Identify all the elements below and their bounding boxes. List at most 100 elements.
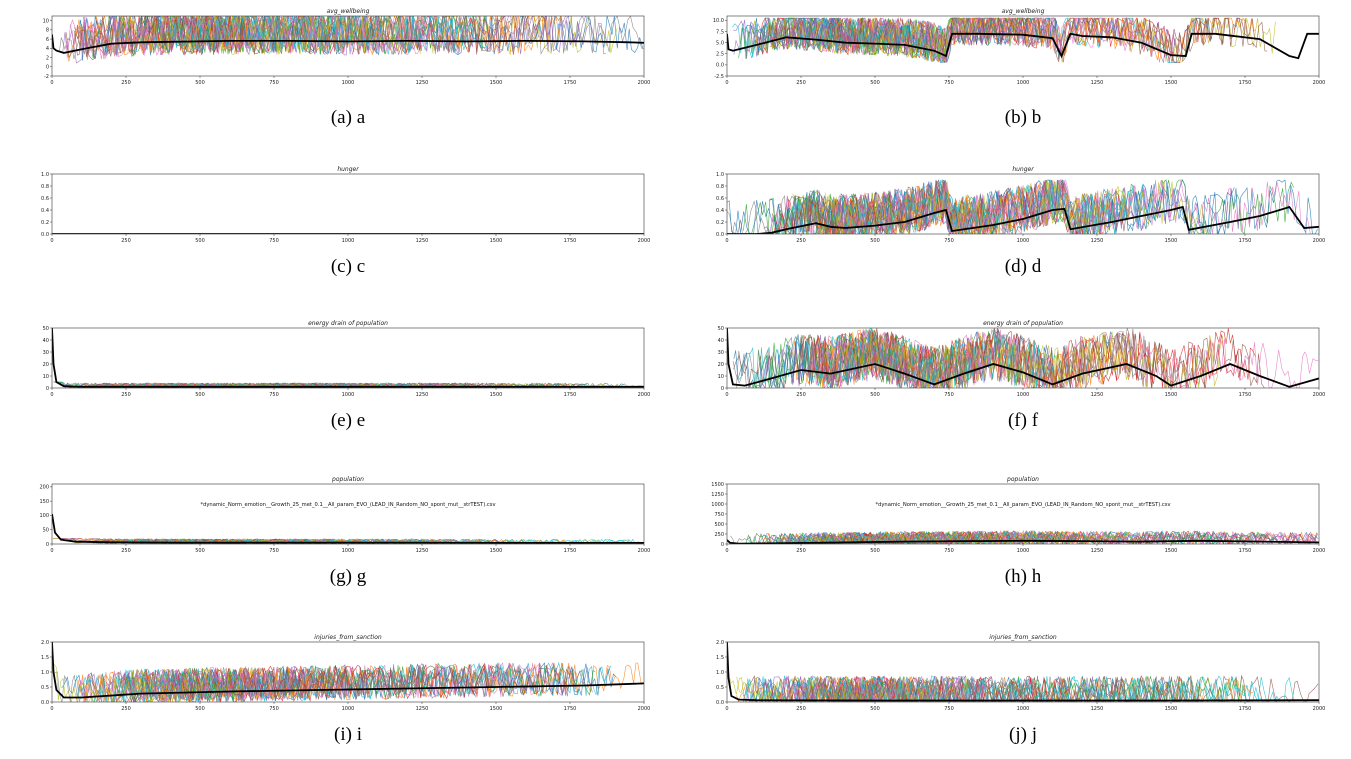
agent-line [798,675,1190,702]
chart-title: hunger [1012,166,1034,173]
x-tick-label: 0 [50,706,53,712]
y-tick-label: 50 [43,528,49,534]
agent-line [733,17,1176,63]
y-tick-label: 0.8 [716,184,724,190]
x-tick-label: 1750 [1239,548,1252,554]
mean-line [52,642,644,699]
x-tick-label: 1000 [342,80,355,86]
chart-annotation: *dynamic_Norm_emotion__Growth_25_met_0.1… [875,502,1170,508]
x-tick-label: 1750 [1239,706,1252,712]
x-tick-label: 1000 [1017,392,1030,398]
agent-line [764,17,1176,62]
chart-annotation: *dynamic_Norm_emotion__Growth_25_met_0.1… [200,502,495,508]
x-tick-label: 1250 [416,238,429,244]
x-tick-label: 1000 [342,392,355,398]
x-tick-label: 1250 [416,706,429,712]
caption-f: (f) f [1007,410,1039,431]
y-tick-label: 5.0 [716,40,724,46]
y-tick-label: 1500 [711,482,724,488]
y-tick-label: 1.5 [716,655,724,661]
agent-line [784,187,917,234]
plot-frame [51,483,645,545]
x-tick-label: 1250 [1091,392,1104,398]
x-tick-label: 0 [725,548,728,554]
mean-line [52,328,644,388]
agent-line [109,669,237,702]
y-tick-label: 40 [43,338,49,344]
x-tick-label: 2000 [638,392,650,398]
x-tick-label: 500 [870,392,880,398]
chart-f: energy drain of population 0 250 500 750 1000… [718,320,1325,398]
x-tick-label: 0 [725,392,728,398]
agent-series [732,17,1276,64]
x-tick-label: 1500 [490,80,503,86]
x-tick-label: 1250 [1091,548,1104,554]
chart-j: injuries_from_sanction 0 250 500 750 1000 1250… [716,634,1325,712]
x-tick-label: 500 [870,238,880,244]
x-tick-label: 750 [269,80,279,86]
y-tick-label: 0.0 [716,700,724,706]
x-tick-label: 1750 [1239,238,1252,244]
x-tick-label: 2000 [638,548,650,554]
y-tick-label: 0.2 [716,220,724,226]
x-tick-label: 1250 [1091,706,1104,712]
y-tick-label: 0.0 [716,63,724,69]
y-tick-label: 8 [46,28,49,34]
y-tick-label: 1000 [711,502,724,508]
y-tick-label: 100 [39,513,49,519]
x-tick-label: 2000 [638,80,650,86]
mean-line [727,539,1319,544]
x-tick-label: 0 [50,80,53,86]
x-tick-label: 1500 [1165,706,1178,712]
y-tick-label: 20 [43,362,49,368]
agent-line [166,662,523,702]
x-tick-label: 500 [870,706,880,712]
y-tick-label: 1250 [711,492,724,498]
agent-line [727,179,1229,234]
plot-frame [51,327,645,389]
caption-h: (h) h [1004,566,1042,587]
agent-line [824,180,1131,234]
x-tick-label: 2000 [638,238,650,244]
y-tick-label: 2 [46,55,49,61]
agent-series [52,661,642,702]
x-tick-label: 500 [870,548,880,554]
x-tick-label: 250 [796,392,806,398]
y-tick-label: 10.0 [713,18,724,24]
caption-c: (c) c [330,256,366,277]
x-tick-label: 750 [944,392,954,398]
x-tick-label: 500 [195,706,205,712]
y-tick-label: 0 [721,542,724,548]
x-tick-label: 0 [50,548,53,554]
x-tick-label: 1750 [564,392,577,398]
x-tick-label: 750 [944,706,954,712]
y-tick-label: 1.0 [41,172,49,178]
y-tick-label: 10 [43,374,49,380]
x-tick-label: 0 [725,238,728,244]
x-tick-label: 750 [269,548,279,554]
chart-title: energy drain of population [983,320,1063,327]
agent-line [77,666,283,702]
y-tick-label: -2.5 [714,74,724,80]
x-tick-label: 750 [269,392,279,398]
agent-line [798,328,1138,388]
y-tick-label: 20 [718,362,724,368]
mean-line [727,328,1319,388]
chart-title: population [331,476,364,483]
y-tick-label: 0.8 [41,184,49,190]
y-tick-label: 0.5 [716,685,724,691]
mean-line [727,205,1319,234]
mean-line [52,34,644,54]
x-tick-label: 250 [796,548,806,554]
chart-title: avg_wellbeing [327,8,370,15]
x-tick-label: 1500 [1165,548,1178,554]
x-tick-label: 250 [796,238,806,244]
x-tick-label: 750 [269,706,279,712]
x-tick-label: 2000 [1313,706,1325,712]
agent-line [796,17,932,61]
x-tick-label: 2000 [1313,80,1325,86]
agent-series [59,16,644,64]
